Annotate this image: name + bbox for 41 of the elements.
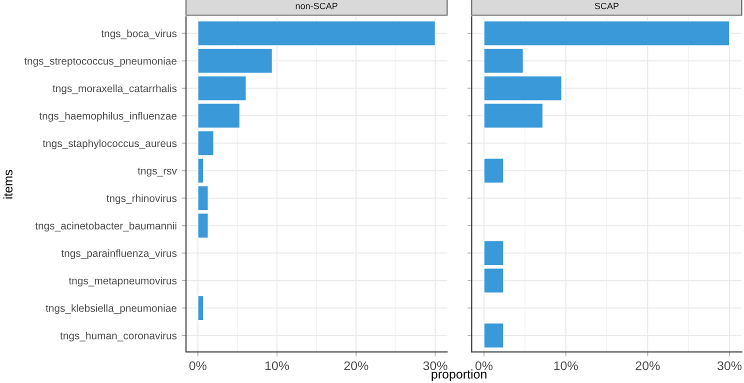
bar xyxy=(484,20,730,46)
bar xyxy=(197,295,204,321)
y-tick-label: tngs_haemophilus_influenzae xyxy=(39,112,177,122)
y-tick-label: tngs_acinetobacter_baumannii xyxy=(35,222,176,232)
x-tick-label: 10% xyxy=(265,361,290,370)
y-tick-label: tngs_rsv xyxy=(138,168,177,177)
x-tick-label: 30% xyxy=(717,361,742,370)
bar xyxy=(197,130,214,156)
y-axis-title: items xyxy=(3,170,12,199)
x-tick-label: 0% xyxy=(475,361,493,370)
bar xyxy=(197,48,273,74)
bar xyxy=(484,158,504,184)
x-tick-label: 10% xyxy=(554,361,578,370)
y-tick-label: tngs_staphylococcus_aureus xyxy=(42,139,177,150)
y-tick-label: tngs_metapneumovirus xyxy=(68,276,177,286)
y-tick-label: tngs_moraxella_catarrhalis xyxy=(52,84,177,94)
bar xyxy=(484,48,524,74)
bar xyxy=(197,75,247,102)
y-tick-label: tngs_boca_virus xyxy=(101,30,177,40)
y-tick-label: tngs_streptococcus_pneumoniae xyxy=(24,57,177,67)
bar xyxy=(484,322,504,348)
bar xyxy=(197,212,209,238)
y-tick-label: tngs_parainfluenza_virus xyxy=(61,249,177,260)
chart-title: SCAP xyxy=(594,2,619,10)
bar xyxy=(484,75,562,102)
x-tick-label: 20% xyxy=(636,361,660,370)
y-tick-label: tngs_human_coronavirus xyxy=(60,332,177,342)
bar xyxy=(197,185,209,211)
bar xyxy=(484,240,504,266)
x-tick-label: 20% xyxy=(344,361,368,370)
chart-title: non-SCAP xyxy=(296,2,338,10)
bar xyxy=(484,102,544,129)
y-tick-label: tngs_klebsiella_pneumoniae xyxy=(46,304,177,314)
x-tick-label: 0% xyxy=(189,361,206,370)
x-axis-title: proportion xyxy=(432,369,486,382)
bar xyxy=(197,102,240,129)
bar xyxy=(484,268,504,294)
y-tick-label: tngs_rhinovirus xyxy=(106,194,177,204)
bar xyxy=(197,20,436,46)
bar xyxy=(197,158,204,184)
x-tick-label: 30% xyxy=(423,361,448,370)
